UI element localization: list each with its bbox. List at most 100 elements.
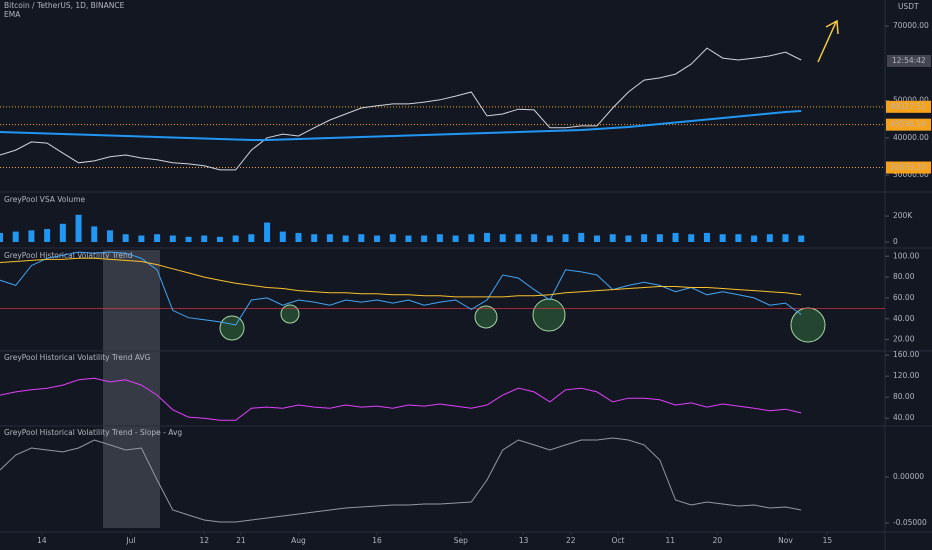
bar [798, 235, 805, 242]
bar [593, 235, 600, 242]
circle [280, 304, 300, 324]
level-box [886, 161, 931, 174]
level-box [886, 100, 931, 113]
panel-title: GreyPool Historical Volatility Trend - S… [4, 428, 182, 437]
y-tick-label: 50000.00 [893, 96, 929, 105]
y-tick-label: 100.00 [893, 251, 919, 260]
bar [531, 234, 538, 242]
y-tick-label: 30000.00 [893, 170, 929, 179]
x-tick-label: 11 [666, 536, 676, 545]
x-tick-label: Jul [125, 536, 135, 545]
x-tick-label: Oct [611, 536, 624, 545]
annotation-circles [219, 298, 826, 343]
bar [169, 235, 176, 242]
x-tick-label: 22 [566, 536, 576, 545]
bar [28, 230, 35, 242]
bar [374, 235, 381, 242]
series-line [0, 437, 802, 523]
bar [342, 235, 349, 242]
bar [59, 223, 66, 242]
legend-entry: EMA [4, 10, 21, 19]
y-tick-label: 80.00 [893, 272, 915, 281]
bar [106, 230, 113, 242]
panel-title: Bitcoin / TetherUS, 1D, BINANCE [4, 1, 125, 10]
bar [703, 232, 710, 242]
y-tick-label: -0.05000 [893, 518, 927, 527]
bar [389, 234, 396, 242]
bar [279, 231, 286, 242]
y-tick-label: 200K [893, 211, 913, 220]
bar [44, 229, 51, 242]
countdown-box [887, 55, 931, 67]
x-tick-label: 13 [519, 536, 529, 545]
y-tick-label: 160.00 [893, 350, 919, 359]
bar [452, 235, 459, 242]
x-tick-label: 12 [199, 536, 209, 545]
panel-title: GreyPool VSA Volume [4, 195, 86, 204]
bar [499, 234, 506, 242]
bar [122, 234, 129, 242]
highlight-zone [103, 250, 160, 528]
bar [216, 236, 223, 242]
y-tick-label: 20.00 [893, 335, 915, 344]
circle [532, 298, 566, 332]
bar [625, 235, 632, 242]
bar [766, 234, 773, 242]
bar [641, 234, 648, 242]
bar [782, 234, 789, 242]
x-tick-label: Aug [291, 536, 306, 545]
bar [436, 234, 443, 242]
y-tick-label: 0.00000 [893, 472, 924, 481]
bar [719, 234, 726, 242]
bar [751, 235, 758, 242]
bar [515, 234, 522, 242]
countdown: 12:54:42 [892, 56, 926, 65]
circle [219, 315, 245, 341]
bar [468, 234, 475, 242]
level-label: 32033.20 [890, 163, 926, 172]
bar [326, 234, 333, 242]
bar [264, 222, 271, 242]
bar [656, 234, 663, 242]
bar [421, 235, 428, 242]
y-tick-label: 80.00 [893, 392, 915, 401]
bar [295, 232, 302, 242]
x-tick-label: 14 [37, 536, 47, 545]
y-tick-label: 40000.00 [893, 133, 929, 142]
x-tick-label: 15 [823, 536, 833, 545]
bar [484, 232, 491, 242]
series-line [0, 251, 802, 326]
bar [91, 226, 98, 242]
series-line [0, 110, 802, 141]
unit-label: USDT [898, 2, 919, 11]
panel-title: GreyPool Historical Volatility Trend [4, 251, 133, 260]
bar [185, 236, 192, 242]
arrow [817, 19, 839, 63]
bar [201, 235, 208, 242]
bar [12, 231, 19, 242]
x-tick-label: 20 [713, 536, 723, 545]
level-label: 48327.51 [890, 102, 926, 111]
y-tick-label: 120.00 [893, 371, 919, 380]
circle [790, 307, 826, 343]
x-tick-label: Sep [454, 536, 468, 545]
level-label: 43536.14 [890, 120, 926, 129]
bar [138, 235, 145, 242]
y-tick-label: 70000.00 [893, 21, 929, 30]
bar [735, 234, 742, 242]
y-tick-label: 40.00 [893, 413, 915, 422]
y-tick-label: 60.00 [893, 293, 915, 302]
series-line [0, 377, 802, 421]
y-tick-label: 40.00 [893, 314, 915, 323]
bar [405, 235, 412, 242]
bar [75, 214, 82, 242]
bar [232, 235, 239, 242]
y-tick-label: 0 [893, 237, 898, 246]
bar [688, 234, 695, 242]
bar [609, 234, 616, 242]
panel-title: GreyPool Historical Volatility Trend AVG [4, 353, 151, 362]
bar [578, 232, 585, 242]
x-tick-label: 16 [372, 536, 382, 545]
bar [248, 234, 255, 242]
